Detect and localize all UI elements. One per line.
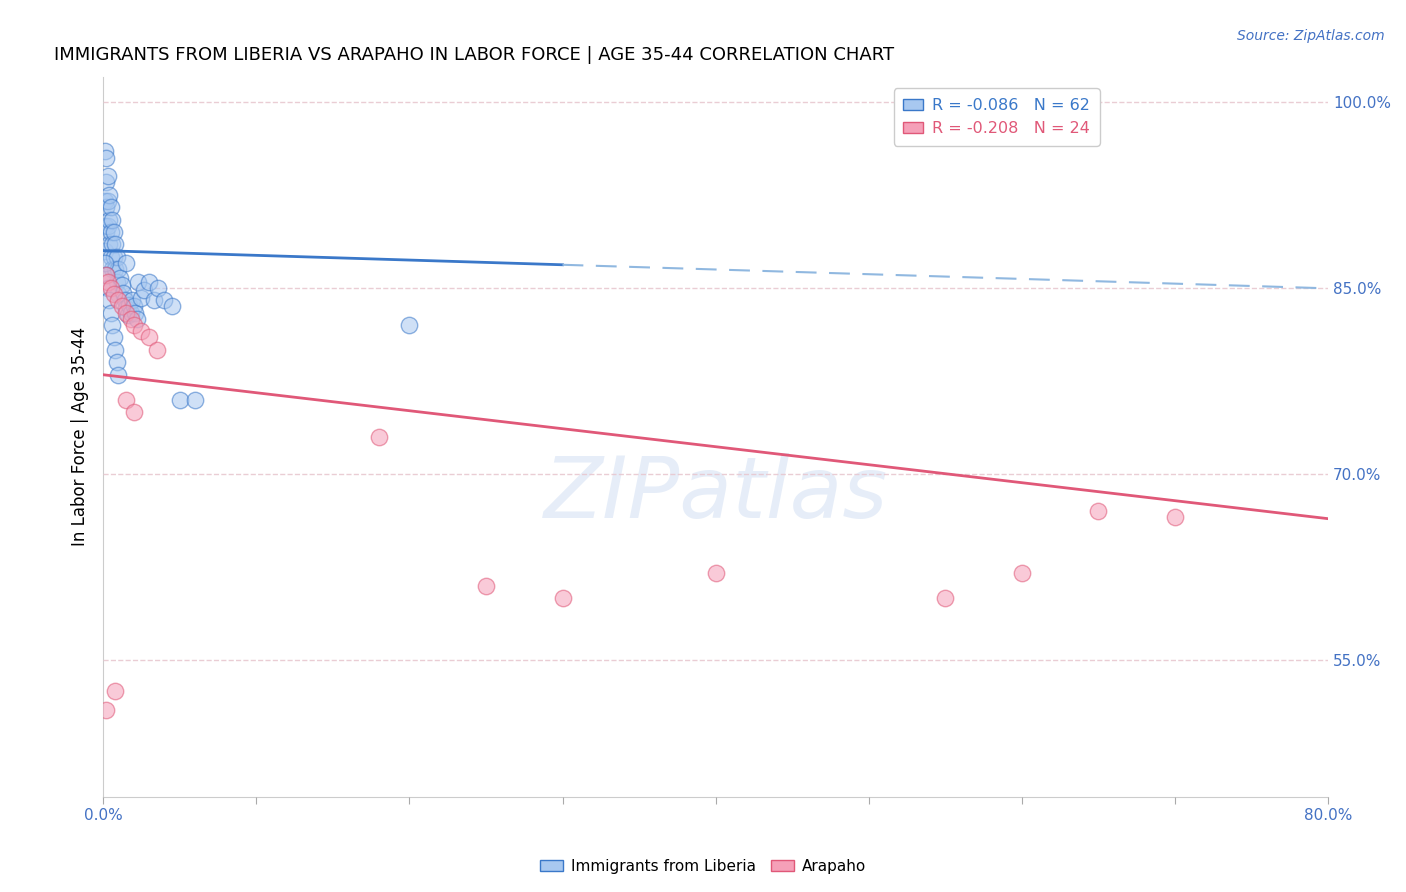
Y-axis label: In Labor Force | Age 35-44: In Labor Force | Age 35-44 bbox=[72, 327, 89, 546]
Point bbox=[96, 268, 118, 283]
Point bbox=[153, 293, 176, 308]
Point bbox=[103, 287, 125, 301]
Point bbox=[96, 225, 118, 239]
Point bbox=[398, 318, 420, 332]
Point bbox=[1011, 566, 1033, 581]
Point bbox=[100, 281, 122, 295]
Point bbox=[107, 287, 129, 301]
Point bbox=[96, 703, 118, 717]
Point bbox=[114, 293, 136, 308]
Point bbox=[1164, 510, 1187, 524]
Point bbox=[103, 250, 125, 264]
Point bbox=[97, 281, 120, 295]
Point bbox=[96, 151, 118, 165]
Point bbox=[367, 430, 389, 444]
Point bbox=[160, 300, 183, 314]
Point bbox=[103, 225, 125, 239]
Text: ZIPatlas: ZIPatlas bbox=[544, 453, 887, 536]
Point bbox=[104, 237, 127, 252]
Point bbox=[934, 591, 956, 606]
Point bbox=[93, 256, 115, 270]
Point bbox=[115, 256, 138, 270]
Point bbox=[117, 308, 139, 322]
Point bbox=[107, 293, 129, 308]
Point bbox=[122, 300, 145, 314]
Point bbox=[125, 311, 148, 326]
Point bbox=[97, 219, 120, 233]
Point bbox=[105, 275, 128, 289]
Point bbox=[103, 330, 125, 344]
Point bbox=[704, 566, 727, 581]
Text: IMMIGRANTS FROM LIBERIA VS ARAPAHO IN LABOR FORCE | AGE 35-44 CORRELATION CHART: IMMIGRANTS FROM LIBERIA VS ARAPAHO IN LA… bbox=[53, 46, 894, 64]
Point bbox=[110, 278, 132, 293]
Point bbox=[110, 300, 132, 314]
Point bbox=[104, 262, 127, 277]
Point bbox=[101, 212, 124, 227]
Point bbox=[96, 200, 118, 214]
Point bbox=[134, 283, 156, 297]
Point bbox=[122, 318, 145, 332]
Point bbox=[100, 306, 122, 320]
Point bbox=[551, 591, 574, 606]
Legend: Immigrants from Liberia, Arapaho: Immigrants from Liberia, Arapaho bbox=[534, 853, 872, 880]
Point bbox=[120, 311, 142, 326]
Point bbox=[100, 200, 122, 214]
Point bbox=[104, 684, 127, 698]
Point bbox=[120, 306, 142, 320]
Point bbox=[127, 275, 149, 289]
Legend: R = -0.086   N = 62, R = -0.208   N = 24: R = -0.086 N = 62, R = -0.208 N = 24 bbox=[894, 88, 1099, 145]
Point bbox=[93, 244, 115, 258]
Point bbox=[131, 324, 153, 338]
Point bbox=[98, 293, 121, 308]
Point bbox=[115, 301, 138, 315]
Point bbox=[118, 298, 141, 312]
Point bbox=[97, 275, 120, 289]
Point bbox=[101, 237, 124, 252]
Point bbox=[105, 355, 128, 369]
Point bbox=[169, 392, 191, 407]
Point bbox=[108, 271, 131, 285]
Point bbox=[93, 194, 115, 208]
Point bbox=[115, 306, 138, 320]
Point bbox=[145, 343, 167, 357]
Point bbox=[105, 250, 128, 264]
Point bbox=[115, 392, 138, 407]
Point bbox=[97, 194, 120, 208]
Point bbox=[98, 187, 121, 202]
Point bbox=[98, 237, 121, 252]
Point bbox=[124, 306, 146, 320]
Point bbox=[138, 275, 160, 289]
Point bbox=[131, 291, 153, 305]
Point bbox=[107, 262, 129, 277]
Point bbox=[96, 175, 118, 189]
Point bbox=[97, 169, 120, 183]
Point bbox=[121, 293, 143, 308]
Point bbox=[100, 250, 122, 264]
Point bbox=[96, 268, 118, 283]
Point bbox=[101, 318, 124, 332]
Point bbox=[122, 405, 145, 419]
Point bbox=[93, 219, 115, 233]
Point bbox=[100, 225, 122, 239]
Point bbox=[107, 368, 129, 382]
Point bbox=[93, 145, 115, 159]
Point bbox=[112, 285, 135, 300]
Point bbox=[1087, 504, 1109, 518]
Point bbox=[138, 330, 160, 344]
Point bbox=[101, 262, 124, 277]
Text: Source: ZipAtlas.com: Source: ZipAtlas.com bbox=[1237, 29, 1385, 43]
Point bbox=[142, 293, 165, 308]
Point bbox=[98, 212, 121, 227]
Point bbox=[475, 579, 498, 593]
Point bbox=[184, 392, 207, 407]
Point bbox=[148, 281, 170, 295]
Point bbox=[104, 343, 127, 357]
